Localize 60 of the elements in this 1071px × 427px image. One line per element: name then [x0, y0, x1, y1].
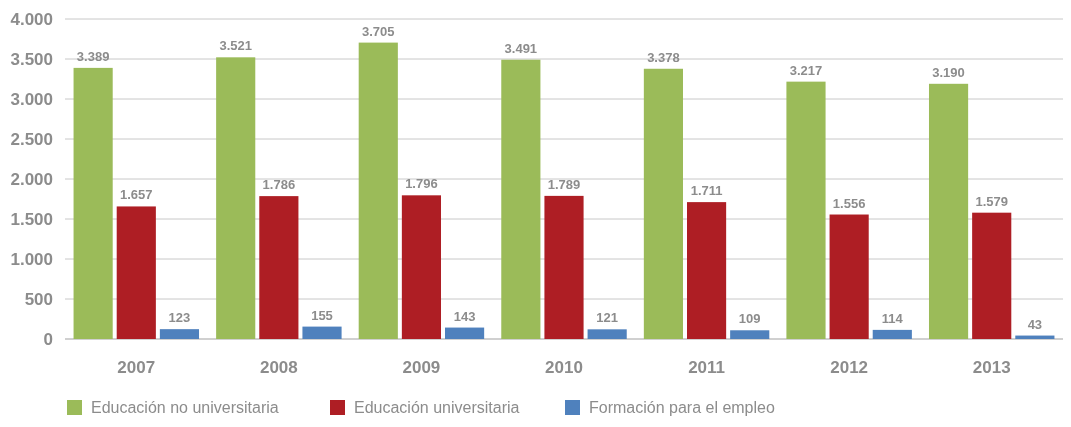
bar: [401, 195, 442, 339]
bar: [643, 68, 683, 339]
y-tick-label: 1.000: [10, 249, 53, 269]
bar: [686, 202, 727, 339]
data-label: 1.579: [975, 193, 1008, 209]
bar: [972, 212, 1012, 339]
x-tick-label: 2008: [259, 358, 298, 377]
bar: [786, 81, 826, 339]
data-label: 3.705: [362, 23, 395, 39]
x-tick-label: 2009: [402, 358, 441, 377]
data-label: 114: [881, 310, 904, 326]
y-tick-label: 500: [24, 289, 53, 309]
data-label: 3.389: [76, 48, 110, 64]
bar: [501, 59, 541, 339]
x-tick-label: 2012: [830, 358, 869, 377]
data-label: 155: [311, 307, 333, 323]
x-tick-label: 2010: [545, 358, 583, 377]
data-label: 43: [1027, 316, 1043, 332]
data-label: 121: [596, 310, 619, 326]
bar: [358, 42, 398, 339]
data-label: 123: [168, 310, 191, 326]
bar: [829, 214, 869, 339]
bar: [216, 57, 256, 339]
data-label: 1.657: [120, 187, 153, 203]
y-tick-label: 3.000: [10, 89, 53, 109]
y-tick-label: 4.000: [10, 9, 53, 29]
data-label: 3.378: [647, 49, 680, 65]
data-label: 1.711: [690, 183, 723, 199]
data-label: 3.217: [789, 62, 823, 78]
bar: [116, 206, 156, 339]
data-label: 1.796: [405, 176, 438, 192]
bar: [302, 326, 342, 339]
data-label: 1.789: [547, 176, 581, 192]
bar: [587, 329, 627, 339]
bar: [445, 327, 485, 339]
legend-label: Formación para el empleo: [589, 398, 775, 416]
bar: [544, 195, 584, 339]
bar: [73, 67, 113, 339]
bar: [928, 83, 969, 339]
x-tick-label: 2007: [117, 358, 156, 377]
y-tick-label: 0: [43, 329, 53, 349]
bar: [159, 329, 200, 339]
x-tick-label: 2011: [688, 358, 726, 377]
data-label: 1.786: [262, 177, 296, 193]
bar: [872, 329, 912, 339]
data-label: 3.491: [504, 40, 538, 56]
y-tick-label: 1.500: [10, 209, 53, 229]
y-tick-label: 2.500: [10, 129, 53, 149]
data-label: 3.521: [219, 38, 252, 54]
bar: [259, 196, 299, 339]
data-label: 143: [453, 308, 476, 324]
data-label: 1.556: [832, 195, 866, 211]
y-tick-label: 3.500: [10, 49, 53, 69]
bar: [730, 330, 770, 339]
data-label: 109: [738, 311, 761, 327]
data-label: 3.190: [932, 64, 965, 80]
y-tick-label: 2.000: [10, 169, 53, 189]
legend-label: Educación no universitaria: [91, 398, 279, 416]
x-tick-label: 2013: [972, 358, 1011, 377]
legend-label: Educación universitaria: [354, 398, 520, 416]
